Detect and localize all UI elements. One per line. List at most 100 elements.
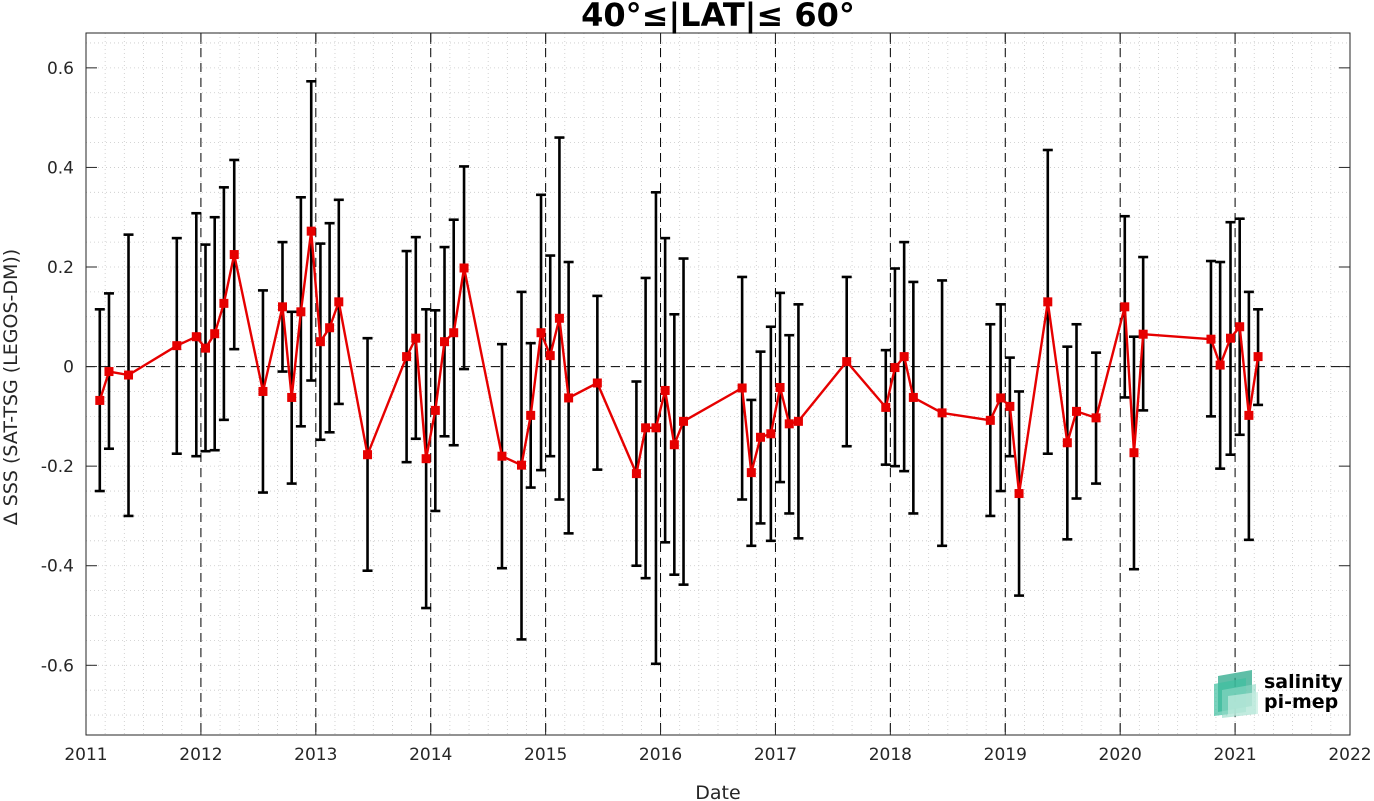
- data-point-marker: [411, 333, 421, 343]
- data-point-marker: [660, 385, 670, 395]
- axes-box: [85, 32, 1351, 736]
- data-point-marker: [95, 395, 105, 405]
- logo-text-line1: salinity: [1264, 671, 1343, 693]
- data-point-marker: [631, 469, 641, 479]
- data-point-marker: [641, 423, 651, 433]
- data-point-marker: [1091, 413, 1101, 423]
- x-tick-label: 2020: [1099, 745, 1142, 765]
- data-point-marker: [277, 302, 287, 312]
- x-tick-label: 2021: [1213, 745, 1256, 765]
- data-point-marker: [210, 329, 220, 339]
- y-tick-label: -0.4: [41, 557, 74, 577]
- logo-icon: [1214, 670, 1258, 718]
- data-point-marker: [784, 419, 794, 429]
- data-point-marker: [104, 367, 114, 377]
- data-point-marker: [201, 343, 211, 353]
- data-point-marker: [497, 451, 507, 461]
- data-point-marker: [793, 416, 803, 426]
- x-tick-label: 2022: [1328, 745, 1371, 765]
- tick-labels: 2011 2012 2013 2014 2015 2016 2017 2018 2019 2020…: [41, 59, 1372, 765]
- data-point-marker: [536, 328, 546, 338]
- y-tick-label: 0.4: [47, 158, 74, 178]
- data-point-marker: [1120, 302, 1130, 312]
- salinity-pi-mep-logo: salinity pi-mep: [1214, 670, 1343, 718]
- axes: [85, 32, 1351, 736]
- data-point-marker: [191, 332, 201, 342]
- x-tick-label: 2011: [64, 745, 107, 765]
- data-point-marker: [842, 357, 852, 367]
- data-point-marker: [124, 370, 134, 380]
- data-point-marker: [363, 450, 373, 460]
- data-point-marker: [517, 460, 527, 470]
- data-point-marker: [258, 386, 268, 396]
- data-point-marker: [402, 352, 412, 362]
- data-point-marker: [296, 307, 306, 317]
- data-point-marker: [899, 352, 909, 362]
- data-point-marker: [1062, 438, 1072, 448]
- data-point-marker: [306, 226, 316, 236]
- data-point-marker: [1005, 401, 1015, 411]
- x-tick-label: 2013: [294, 745, 337, 765]
- data-point-marker: [1235, 322, 1245, 332]
- series-markers: [95, 226, 1263, 499]
- data-point-marker: [1129, 448, 1139, 458]
- data-point-marker: [1138, 329, 1148, 339]
- data-point-marker: [421, 454, 431, 464]
- x-axis-label: Date: [695, 782, 740, 801]
- data-point-marker: [440, 337, 450, 347]
- data-point-marker: [908, 392, 918, 402]
- data-point-marker: [890, 363, 900, 373]
- data-point-marker: [651, 423, 661, 433]
- data-point-marker: [325, 323, 335, 333]
- data-point-marker: [996, 393, 1006, 403]
- data-point-marker: [881, 402, 891, 412]
- y-tick-label: 0.2: [47, 258, 74, 278]
- x-tick-label: 2017: [754, 745, 797, 765]
- data-point-marker: [526, 410, 536, 420]
- data-point-marker: [669, 440, 679, 450]
- x-tick-label: 2019: [984, 745, 1027, 765]
- data-point-marker: [1072, 406, 1082, 416]
- data-point-marker: [592, 378, 602, 388]
- data-point-marker: [756, 432, 766, 442]
- data-point-marker: [746, 468, 756, 478]
- data-point-marker: [449, 328, 459, 338]
- y-tick-label: -0.6: [41, 656, 74, 676]
- data-point-marker: [1225, 333, 1235, 343]
- data-point-marker: [1014, 489, 1024, 499]
- logo-text-line2: pi-mep: [1264, 691, 1338, 713]
- x-tick-label: 2016: [639, 745, 682, 765]
- x-tick-label: 2015: [524, 745, 567, 765]
- data-point-marker: [775, 382, 785, 392]
- data-point-marker: [172, 341, 182, 351]
- data-point-marker: [229, 250, 239, 260]
- data-point-marker: [1215, 360, 1225, 370]
- x-tick-label: 2014: [409, 745, 452, 765]
- data-point-marker: [315, 337, 325, 347]
- y-tick-label: 0: [63, 358, 74, 378]
- y-tick-label: 0.6: [47, 59, 74, 79]
- data-point-marker: [564, 393, 574, 403]
- data-point-marker: [459, 263, 469, 273]
- data-point-marker: [766, 429, 776, 439]
- y-tick-label: -0.2: [41, 457, 74, 477]
- data-point-marker: [545, 351, 555, 361]
- data-point-marker: [1206, 334, 1216, 344]
- data-point-marker: [334, 297, 344, 307]
- data-point-marker: [287, 392, 297, 402]
- data-point-marker: [737, 383, 747, 393]
- data-point-marker: [1043, 297, 1053, 307]
- x-tick-label: 2012: [179, 745, 222, 765]
- x-tick-label: 2018: [869, 745, 912, 765]
- y-axis-label: Δ SSS (SAT-TSG (LEGOS-DM)): [0, 249, 22, 525]
- grid: [85, 33, 1351, 735]
- data-point-marker: [1253, 352, 1263, 362]
- data-point-marker: [937, 408, 947, 418]
- data-point-marker: [679, 416, 689, 426]
- chart-title: 40°≤|LAT|≤ 60°: [581, 0, 855, 35]
- data-point-marker: [219, 298, 229, 308]
- data-point-marker: [430, 405, 440, 415]
- data-point-marker: [1244, 410, 1254, 420]
